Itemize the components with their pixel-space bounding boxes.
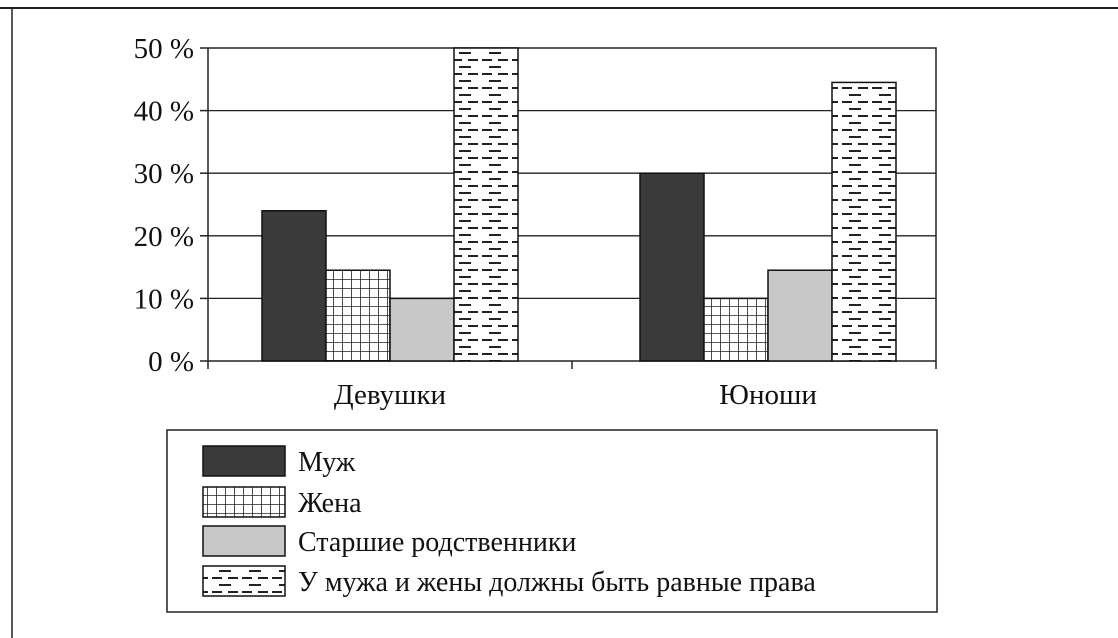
legend-items: Муж Жена Старшие родственники У мужа и жены… [202, 445, 816, 598]
bars [261, 47, 897, 362]
x-axis-categories: Девушки Юноши [207, 361, 937, 411]
bar [325, 269, 391, 362]
legend-swatch [202, 486, 286, 518]
bar [453, 47, 519, 362]
legend-label: Жена [298, 488, 362, 519]
legend-label: У мужа и жены должны быть равные права [298, 567, 816, 598]
legend-swatch [202, 445, 286, 477]
legend: Муж Жена Старшие родственники У мужа и жены… [166, 429, 938, 613]
bar [261, 210, 327, 362]
legend-box [166, 429, 938, 613]
bar [639, 172, 705, 362]
legend-swatch [202, 565, 286, 597]
y-tick-label: 40 % [134, 96, 194, 128]
y-axis-ticks: 0 % 10 % 20 % 30 % 40 % 50 % [134, 33, 208, 378]
plot-area: 0 % 10 % 20 % 30 % 40 % 50 % Девушки Юноши [134, 33, 937, 411]
bar [831, 81, 897, 362]
y-tick-label: 50 % [134, 33, 194, 65]
y-tick-label: 20 % [134, 221, 194, 253]
x-category-label: Юноши [719, 379, 817, 411]
y-tick-label: 30 % [134, 158, 194, 190]
y-tick-label: 10 % [134, 283, 194, 315]
x-category-label: Девушки [334, 379, 446, 411]
legend-label: Старшие родственники [298, 527, 576, 558]
bar [703, 297, 769, 362]
bar [767, 269, 833, 362]
legend-label: Муж [298, 447, 356, 478]
bar [389, 297, 455, 362]
y-tick-label: 0 % [148, 346, 194, 378]
legend-swatch [202, 525, 286, 557]
